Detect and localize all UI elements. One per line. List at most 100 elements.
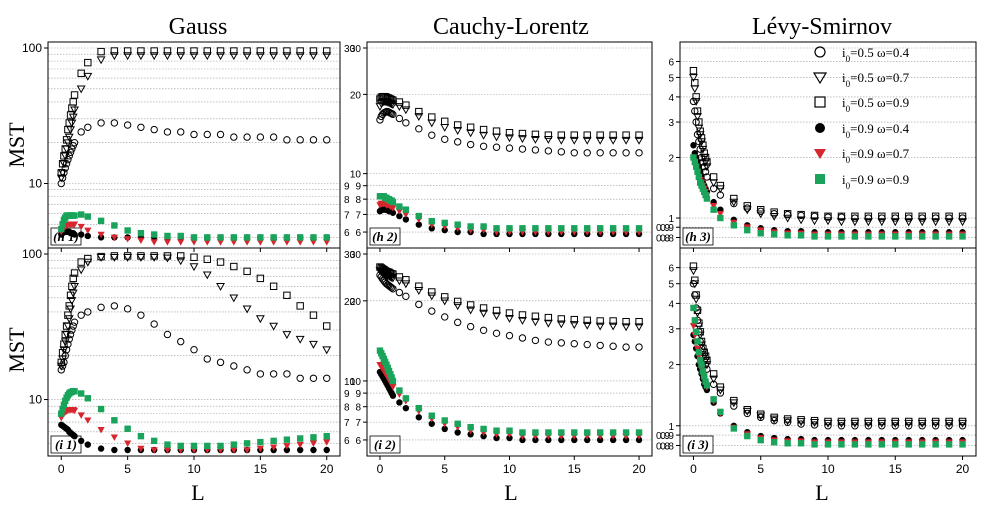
data-point (730, 222, 738, 229)
data-point (230, 262, 238, 271)
data-point (428, 307, 436, 315)
data-point (757, 436, 764, 444)
data-point (690, 280, 700, 289)
data-point (137, 252, 145, 260)
x-tick-label: 20 (320, 462, 334, 476)
data-point (710, 396, 717, 403)
data-point (58, 159, 67, 168)
data-point (64, 311, 72, 319)
data-point (690, 142, 697, 149)
data-point (110, 434, 118, 441)
panel-label: (h 3) (685, 229, 711, 244)
data-point (689, 323, 698, 330)
data-point (137, 123, 145, 131)
data-point (396, 203, 403, 210)
legend-w-4: 0.7 (893, 146, 910, 161)
y-tick-label-right: 7 (344, 418, 350, 429)
data-point (124, 425, 131, 432)
data-point (309, 340, 318, 349)
data-point (441, 135, 449, 144)
y-tick-label: 10 (350, 377, 362, 388)
data-point (544, 338, 553, 346)
data-point (230, 362, 238, 370)
data-point (190, 345, 198, 354)
data-point (84, 123, 92, 131)
data-point (851, 417, 859, 426)
y-tick-label: 10 (29, 176, 43, 190)
data-point (61, 145, 69, 153)
data-point (837, 417, 846, 426)
data-point (690, 85, 700, 94)
data-point (441, 293, 449, 301)
data-point (428, 131, 436, 139)
data-point (582, 136, 592, 145)
data-point (698, 361, 705, 368)
data-point (256, 274, 265, 283)
data-point (83, 72, 93, 81)
series-4 (57, 407, 331, 454)
data-point (61, 330, 69, 339)
data-point (77, 231, 85, 238)
data-point (892, 233, 899, 240)
data-point (958, 212, 967, 220)
data-point (892, 441, 899, 448)
data-point (479, 304, 488, 312)
data-point (137, 229, 145, 237)
legend-item-0: i0=0.5 ω=0.4 (814, 45, 910, 64)
data-point (257, 234, 264, 241)
data-point (96, 56, 106, 65)
y-tick-label: 10 (350, 170, 362, 181)
data-point (945, 441, 953, 448)
y-tick-label: 30 (350, 250, 362, 261)
data-point (402, 101, 410, 109)
data-point (110, 252, 119, 260)
data-point (863, 419, 873, 428)
data-point (396, 387, 403, 394)
x-tick-label: 10 (187, 462, 201, 476)
x-tick-label: 15 (568, 462, 582, 476)
series-2 (689, 66, 967, 220)
data-point (137, 237, 145, 245)
data-point (571, 429, 578, 436)
panel-label-box (369, 435, 401, 454)
legend-marker-red-triangle (814, 149, 826, 159)
data-point (544, 313, 553, 322)
data-point (694, 338, 701, 345)
ylabel-top: MST (4, 122, 29, 168)
data-point (729, 399, 739, 408)
data-point (395, 208, 403, 215)
data-point (479, 131, 489, 140)
data-point (691, 79, 699, 87)
data-point (150, 320, 158, 328)
data-point (810, 211, 819, 220)
data-point (296, 234, 304, 241)
y-tick-label-right: 6 (344, 436, 350, 447)
data-point (283, 443, 291, 450)
x-tick-label: 5 (757, 462, 764, 476)
data-point (878, 417, 886, 426)
data-point (689, 262, 698, 270)
data-point (931, 218, 941, 227)
data-point (243, 47, 251, 55)
data-point (743, 202, 751, 210)
data-point (309, 239, 318, 246)
y-tick-label: 3 (668, 325, 674, 336)
data-point (176, 52, 186, 61)
data-point (415, 300, 423, 309)
data-point (756, 210, 766, 219)
y-tick-label: 30 (350, 44, 362, 55)
data-point (635, 429, 643, 436)
data-point (323, 234, 330, 241)
data-point (322, 346, 332, 355)
data-point (401, 280, 411, 289)
data-point (84, 441, 92, 448)
data-point (571, 225, 578, 232)
data-point (97, 119, 105, 127)
data-point (309, 136, 318, 144)
y-tick-label-right: 20 (344, 297, 356, 308)
data-point (229, 52, 239, 61)
data-point (492, 312, 501, 321)
data-point (163, 239, 172, 246)
data-point (216, 282, 225, 291)
